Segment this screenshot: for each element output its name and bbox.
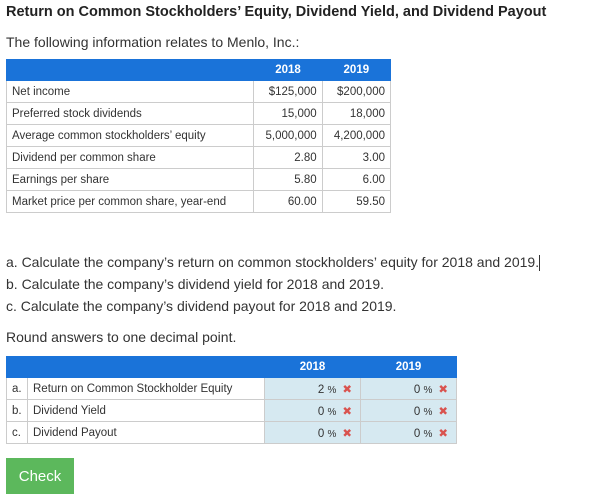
row-value: 6.00 xyxy=(321,168,392,191)
percent-unit: % xyxy=(327,384,337,396)
row-value: 5,000,000 xyxy=(253,124,323,147)
percent-unit: % xyxy=(423,384,433,396)
row-value: 3.00 xyxy=(321,146,392,169)
round-note: Round answers to one decimal point. xyxy=(6,329,237,345)
percent-unit: % xyxy=(423,428,433,440)
row-value: $125,000 xyxy=(253,80,323,103)
percent-unit: % xyxy=(327,428,337,440)
page-title: Return on Common Stockholders’ Equity, D… xyxy=(6,4,547,20)
incorrect-x-icon: ✖ xyxy=(438,383,448,396)
answer-input-2018[interactable]: 2 % ✖ xyxy=(264,377,361,400)
answer-value: 0 xyxy=(413,383,421,396)
answer-row: c. Dividend Payout 0 % ✖ 0 % ✖ xyxy=(6,421,457,444)
answer-value: 0 xyxy=(413,427,421,440)
answer-value: 0 xyxy=(413,405,421,418)
question-c: c. Calculate the company’s dividend payo… xyxy=(6,298,397,314)
text-caret xyxy=(539,255,541,272)
answer-input-2019[interactable]: 0 % ✖ xyxy=(360,399,457,422)
percent-unit: % xyxy=(423,406,433,418)
data-row: Net income $125,000 $200,000 xyxy=(5,80,392,103)
question-b: b. Calculate the company’s dividend yiel… xyxy=(6,276,384,292)
answer-input-2019[interactable]: 0 % ✖ xyxy=(360,421,457,444)
incorrect-x-icon: ✖ xyxy=(438,405,448,418)
row-value: 18,000 xyxy=(321,102,392,125)
header-blank xyxy=(6,356,265,378)
answer-input-2018[interactable]: 0 % ✖ xyxy=(264,399,361,422)
data-row: Preferred stock dividends 15,000 18,000 xyxy=(5,102,392,125)
data-row: Average common stockholders’ equity 5,000… xyxy=(5,124,392,147)
row-label: Market price per common share, year-end xyxy=(5,190,255,213)
row-label: Net income xyxy=(5,80,255,103)
answer-value: 2 xyxy=(317,383,325,396)
row-value: $200,000 xyxy=(321,80,392,103)
data-table: 2018 2019 Net income $125,000 $200,000 Prefe… xyxy=(5,59,392,213)
header-blank xyxy=(5,59,255,81)
row-label: Preferred stock dividends xyxy=(5,102,255,125)
row-letter: a. xyxy=(6,377,28,400)
percent-unit: % xyxy=(327,406,337,418)
row-value: 15,000 xyxy=(253,102,323,125)
row-label: Average common stockholders’ equity xyxy=(5,124,255,147)
answer-input-2018[interactable]: 0 % ✖ xyxy=(264,421,361,444)
data-row: Dividend per common share 2.80 3.00 xyxy=(5,146,392,169)
row-value: 59.50 xyxy=(321,190,392,213)
row-label: Earnings per share xyxy=(5,168,255,191)
row-letter: b. xyxy=(6,399,28,422)
header-2019: 2019 xyxy=(360,356,457,378)
row-value: 60.00 xyxy=(253,190,323,213)
header-2018: 2018 xyxy=(264,356,361,378)
intro-text: The following information relates to Men… xyxy=(6,34,300,50)
answer-row: a. Return on Common Stockholder Equity 2 … xyxy=(6,377,457,400)
row-label: Dividend per common share xyxy=(5,146,255,169)
answer-table: 2018 2019 a. Return on Common Stockholder… xyxy=(6,356,457,444)
answer-value: 0 xyxy=(317,427,325,440)
row-label: Return on Common Stockholder Equity xyxy=(27,377,265,400)
row-value: 5.80 xyxy=(253,168,323,191)
data-row: Market price per common share, year-end 6… xyxy=(5,190,392,213)
row-label: Dividend Yield xyxy=(27,399,265,422)
question-a: a. Calculate the company’s return on com… xyxy=(6,254,541,272)
answer-value: 0 xyxy=(317,405,325,418)
row-value: 4,200,000 xyxy=(321,124,392,147)
incorrect-x-icon: ✖ xyxy=(342,383,352,396)
row-letter: c. xyxy=(6,421,28,444)
answer-input-2019[interactable]: 0 % ✖ xyxy=(360,377,457,400)
answer-row: b. Dividend Yield 0 % ✖ 0 % ✖ xyxy=(6,399,457,422)
row-label: Dividend Payout xyxy=(27,421,265,444)
check-button[interactable]: Check xyxy=(6,458,74,494)
data-row: Earnings per share 5.80 6.00 xyxy=(5,168,392,191)
header-2018: 2018 xyxy=(253,59,323,81)
row-value: 2.80 xyxy=(253,146,323,169)
incorrect-x-icon: ✖ xyxy=(438,427,448,440)
header-2019: 2019 xyxy=(321,59,392,81)
incorrect-x-icon: ✖ xyxy=(342,427,352,440)
incorrect-x-icon: ✖ xyxy=(342,405,352,418)
